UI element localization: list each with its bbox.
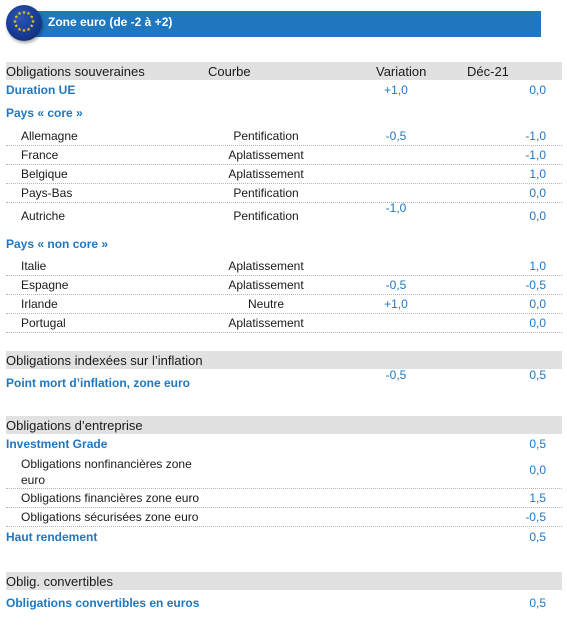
row-dec21: 0,0 xyxy=(529,316,546,330)
row-variation: -0,5 xyxy=(385,278,407,292)
row-haut-rendement: Haut rendement 0,5 xyxy=(6,528,562,546)
row-variation: -0,5 xyxy=(385,368,407,382)
row-label: Portugal xyxy=(21,316,66,330)
row-courbe: Aplatissement xyxy=(228,259,304,273)
svg-text:★: ★ xyxy=(22,10,27,16)
header-label: Obligations indexées sur l’inflation xyxy=(6,353,203,368)
row-dec21: 1,0 xyxy=(529,259,546,273)
row-dec21: -1,0 xyxy=(525,148,546,162)
section-core-title: Pays « core » xyxy=(6,104,562,122)
row-duration-ue: Duration UE +1,0 0,0 xyxy=(6,81,562,99)
header-col-courbe: Courbe xyxy=(208,64,251,79)
row-variation: -0,5 xyxy=(385,129,407,143)
row-label: Irlande xyxy=(21,297,58,311)
svg-text:★: ★ xyxy=(26,11,31,17)
row-courbe: Neutre xyxy=(247,297,285,311)
row-point-mort: Point mort d’inflation, zone euro -0,5 0… xyxy=(6,368,562,392)
row-convertibles-euros: Obligations convertibles en euros 0,5 xyxy=(6,594,562,612)
row-courbe: Pentification xyxy=(233,129,299,143)
header-col-dec21: Déc-21 xyxy=(467,64,509,79)
row-variation: -1,0 xyxy=(385,201,407,215)
row-label: Point mort d’inflation, zone euro xyxy=(6,376,190,390)
svg-text:★: ★ xyxy=(26,27,31,33)
row-dec21: -1,0 xyxy=(525,129,546,143)
row-label: Obligations financières zone euro xyxy=(21,491,200,505)
row-dec21: 0,5 xyxy=(529,368,546,382)
header-label: Oblig. convertibles xyxy=(6,574,113,589)
banner-title: Zone euro (de -2 à +2) xyxy=(48,15,173,29)
row-dec21: 0,5 xyxy=(529,530,546,544)
row-variation: +1,0 xyxy=(384,297,408,311)
header-label: Obligations d’entreprise xyxy=(6,418,143,433)
row-dec21: 0,5 xyxy=(529,596,546,610)
svg-text:★: ★ xyxy=(22,28,27,34)
row-dec21: 1,0 xyxy=(529,167,546,181)
row-italie: Italie Aplatissement 1,0 xyxy=(6,257,562,276)
row-label: Duration UE xyxy=(6,83,76,97)
row-courbe: Aplatissement xyxy=(228,316,304,330)
svg-text:★: ★ xyxy=(30,15,35,21)
row-dec21: -0,5 xyxy=(525,510,546,524)
svg-text:★: ★ xyxy=(17,11,22,17)
row-dec21: 1,5 xyxy=(529,491,546,505)
row-dec21: 0,0 xyxy=(529,186,546,200)
row-label: Investment Grade xyxy=(6,437,108,451)
title-banner: Zone euro (de -2 à +2) xyxy=(34,11,541,37)
row-variation: +1,0 xyxy=(384,83,408,97)
row-portugal: Portugal Aplatissement 0,0 xyxy=(6,314,562,333)
row-label: Haut rendement xyxy=(6,530,98,544)
header-inflation: Obligations indexées sur l’inflation xyxy=(6,351,562,369)
svg-text:★: ★ xyxy=(13,19,18,25)
row-label: Belgique xyxy=(21,167,68,181)
row-nonfinancieres: Obligations nonfinancières zone euro 0,0 xyxy=(6,454,562,489)
row-allemagne: Allemagne Pentification -0,5 -1,0 xyxy=(6,127,562,146)
row-courbe: Pentification xyxy=(233,186,299,200)
row-dec21: 0,0 xyxy=(529,297,546,311)
row-label: Pays-Bas xyxy=(21,186,73,200)
row-courbe: Aplatissement xyxy=(228,148,304,162)
row-irlande: Irlande Neutre +1,0 0,0 xyxy=(6,295,562,314)
svg-text:★: ★ xyxy=(31,19,36,25)
svg-text:★: ★ xyxy=(17,27,22,33)
row-dec21: 0,0 xyxy=(529,83,546,97)
svg-text:★: ★ xyxy=(14,15,19,21)
row-dec21: 0,0 xyxy=(529,209,546,223)
row-france: France Aplatissement -1,0 xyxy=(6,146,562,165)
row-autriche: Autriche Pentification -1,0 0,0 xyxy=(6,201,562,225)
svg-text:★: ★ xyxy=(14,24,19,30)
row-espagne: Espagne Aplatissement -0,5 -0,5 xyxy=(6,276,562,295)
row-dec21: 0,5 xyxy=(529,437,546,451)
row-dec21: -0,5 xyxy=(525,278,546,292)
row-label: Italie xyxy=(21,259,47,273)
row-label: Obligations nonfinancières zone euro xyxy=(21,457,192,487)
row-belgique: Belgique Aplatissement 1,0 xyxy=(6,165,562,184)
header-col-variation: Variation xyxy=(376,64,427,79)
row-courbe: Aplatissement xyxy=(228,167,304,181)
eu-flag-icon: ★ ★ ★ ★ ★ ★ ★ ★ ★ ★ ★ ★ xyxy=(6,5,42,41)
row-label: Allemagne xyxy=(21,129,78,143)
section-label: Pays « non core » xyxy=(6,237,109,251)
row-securisees: Obligations sécurisées zone euro -0,5 xyxy=(6,508,562,527)
header-sovereign: Obligations souveraines Courbe Variation… xyxy=(6,62,562,80)
row-pays-bas: Pays-Bas Pentification 0,0 xyxy=(6,184,562,203)
row-courbe: Pentification xyxy=(233,209,299,223)
row-courbe: Aplatissement xyxy=(228,278,304,292)
row-label: Obligations convertibles en euros xyxy=(6,596,200,610)
row-label: Autriche xyxy=(21,209,66,223)
section-label: Pays « core » xyxy=(6,106,83,120)
row-label: Espagne xyxy=(21,278,69,292)
header-corporate: Obligations d’entreprise xyxy=(6,416,562,434)
header-convertibles: Oblig. convertibles xyxy=(6,572,562,590)
header-col-obligations: Obligations souveraines xyxy=(6,64,145,79)
row-dec21: 0,0 xyxy=(529,463,546,477)
row-label: Obligations sécurisées zone euro xyxy=(21,510,199,524)
svg-text:★: ★ xyxy=(30,24,35,30)
row-label: France xyxy=(21,148,59,162)
row-financieres: Obligations financières zone euro 1,5 xyxy=(6,489,562,508)
section-noncore-title: Pays « non core » xyxy=(6,235,562,253)
row-investment-grade: Investment Grade 0,5 xyxy=(6,435,562,453)
